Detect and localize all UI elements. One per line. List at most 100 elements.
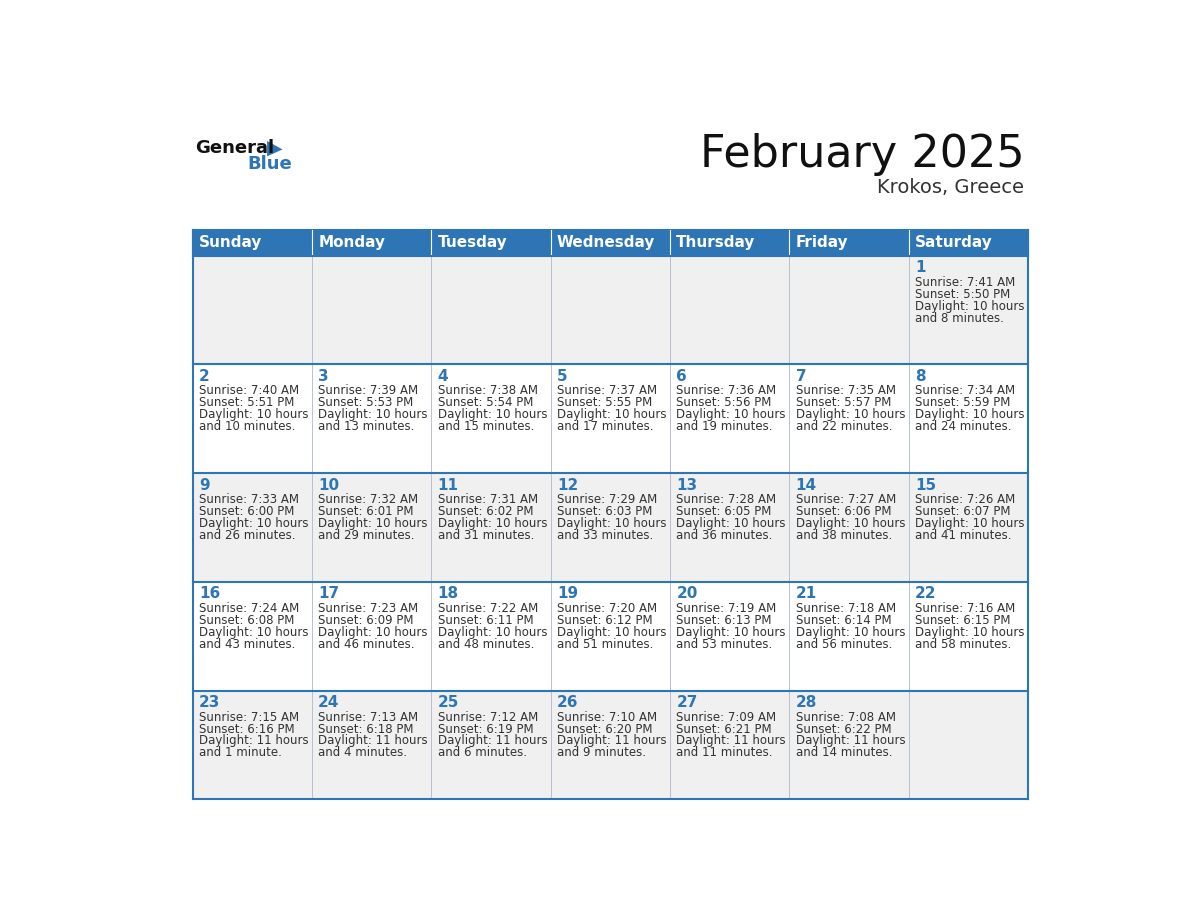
Text: and 11 minutes.: and 11 minutes. — [676, 746, 772, 759]
Text: Sunset: 6:11 PM: Sunset: 6:11 PM — [437, 614, 533, 627]
Text: Daylight: 10 hours: Daylight: 10 hours — [915, 409, 1024, 421]
Text: and 58 minutes.: and 58 minutes. — [915, 638, 1011, 651]
Text: 6: 6 — [676, 369, 687, 384]
Bar — [551, 230, 670, 256]
Text: Wednesday: Wednesday — [557, 235, 656, 250]
Text: Sunrise: 7:41 AM: Sunrise: 7:41 AM — [915, 275, 1016, 288]
Text: Sunset: 6:00 PM: Sunset: 6:00 PM — [198, 505, 295, 518]
Text: Sunrise: 7:24 AM: Sunrise: 7:24 AM — [198, 602, 299, 615]
Text: and 10 minutes.: and 10 minutes. — [198, 420, 296, 433]
Text: General: General — [195, 140, 274, 157]
Text: Sunset: 6:14 PM: Sunset: 6:14 PM — [796, 614, 891, 627]
Text: 7: 7 — [796, 369, 807, 384]
Text: 13: 13 — [676, 477, 697, 493]
Text: 26: 26 — [557, 695, 579, 711]
Text: Daylight: 11 hours: Daylight: 11 hours — [796, 734, 905, 747]
Text: Sunset: 5:55 PM: Sunset: 5:55 PM — [557, 397, 652, 409]
Bar — [909, 230, 1028, 256]
Text: Tuesday: Tuesday — [437, 235, 507, 250]
Text: Daylight: 10 hours: Daylight: 10 hours — [437, 626, 548, 639]
Text: and 4 minutes.: and 4 minutes. — [318, 746, 407, 759]
Text: Sunset: 6:09 PM: Sunset: 6:09 PM — [318, 614, 413, 627]
Text: Daylight: 10 hours: Daylight: 10 hours — [557, 409, 666, 421]
Text: Daylight: 11 hours: Daylight: 11 hours — [557, 734, 666, 747]
Text: Daylight: 10 hours: Daylight: 10 hours — [198, 409, 309, 421]
Text: Sunrise: 7:31 AM: Sunrise: 7:31 AM — [437, 493, 538, 506]
Text: Sunrise: 7:29 AM: Sunrise: 7:29 AM — [557, 493, 657, 506]
Text: Sunset: 6:20 PM: Sunset: 6:20 PM — [557, 722, 652, 735]
Text: 24: 24 — [318, 695, 340, 711]
Text: 4: 4 — [437, 369, 448, 384]
Text: Sunset: 6:12 PM: Sunset: 6:12 PM — [557, 614, 652, 627]
Text: Sunrise: 7:37 AM: Sunrise: 7:37 AM — [557, 385, 657, 397]
Text: Sunset: 6:01 PM: Sunset: 6:01 PM — [318, 505, 413, 518]
Text: Sunset: 6:03 PM: Sunset: 6:03 PM — [557, 505, 652, 518]
Text: 3: 3 — [318, 369, 329, 384]
Text: Daylight: 10 hours: Daylight: 10 hours — [318, 409, 428, 421]
Bar — [192, 582, 1028, 690]
Text: 28: 28 — [796, 695, 817, 711]
Text: Daylight: 10 hours: Daylight: 10 hours — [437, 517, 548, 530]
Text: Sunset: 6:06 PM: Sunset: 6:06 PM — [796, 505, 891, 518]
Text: Daylight: 10 hours: Daylight: 10 hours — [318, 626, 428, 639]
Bar — [192, 256, 1028, 364]
Text: Sunrise: 7:19 AM: Sunrise: 7:19 AM — [676, 602, 777, 615]
Text: Sunset: 6:08 PM: Sunset: 6:08 PM — [198, 614, 295, 627]
Text: and 8 minutes.: and 8 minutes. — [915, 311, 1004, 325]
Text: and 51 minutes.: and 51 minutes. — [557, 638, 653, 651]
Text: Sunday: Sunday — [198, 235, 263, 250]
Text: Sunrise: 7:16 AM: Sunrise: 7:16 AM — [915, 602, 1016, 615]
Text: Daylight: 10 hours: Daylight: 10 hours — [676, 517, 785, 530]
Text: 21: 21 — [796, 587, 817, 601]
Text: 11: 11 — [437, 477, 459, 493]
Text: 1: 1 — [915, 261, 925, 275]
Text: Sunrise: 7:32 AM: Sunrise: 7:32 AM — [318, 493, 418, 506]
Text: 23: 23 — [198, 695, 220, 711]
Text: Daylight: 10 hours: Daylight: 10 hours — [915, 517, 1024, 530]
Text: 9: 9 — [198, 477, 209, 493]
Text: Daylight: 10 hours: Daylight: 10 hours — [915, 626, 1024, 639]
Text: Sunset: 5:53 PM: Sunset: 5:53 PM — [318, 397, 413, 409]
Text: 20: 20 — [676, 587, 697, 601]
Text: Sunrise: 7:10 AM: Sunrise: 7:10 AM — [557, 711, 657, 723]
Text: Krokos, Greece: Krokos, Greece — [877, 178, 1024, 197]
Text: 2: 2 — [198, 369, 209, 384]
Text: Sunrise: 7:33 AM: Sunrise: 7:33 AM — [198, 493, 299, 506]
Text: Sunrise: 7:13 AM: Sunrise: 7:13 AM — [318, 711, 418, 723]
Bar — [192, 364, 1028, 473]
Polygon shape — [267, 141, 283, 156]
Text: Daylight: 10 hours: Daylight: 10 hours — [796, 409, 905, 421]
Text: Sunrise: 7:12 AM: Sunrise: 7:12 AM — [437, 711, 538, 723]
Text: 5: 5 — [557, 369, 568, 384]
Text: Sunrise: 7:18 AM: Sunrise: 7:18 AM — [796, 602, 896, 615]
Text: Sunset: 5:56 PM: Sunset: 5:56 PM — [676, 397, 772, 409]
Text: 17: 17 — [318, 587, 340, 601]
Text: Daylight: 10 hours: Daylight: 10 hours — [676, 409, 785, 421]
Text: 19: 19 — [557, 587, 579, 601]
Text: Thursday: Thursday — [676, 235, 756, 250]
Text: Sunrise: 7:40 AM: Sunrise: 7:40 AM — [198, 385, 299, 397]
Text: Daylight: 10 hours: Daylight: 10 hours — [796, 626, 905, 639]
Text: and 36 minutes.: and 36 minutes. — [676, 529, 772, 542]
Text: 12: 12 — [557, 477, 579, 493]
Text: Daylight: 10 hours: Daylight: 10 hours — [437, 409, 548, 421]
Text: Sunrise: 7:38 AM: Sunrise: 7:38 AM — [437, 385, 538, 397]
Text: Daylight: 11 hours: Daylight: 11 hours — [437, 734, 548, 747]
Text: and 19 minutes.: and 19 minutes. — [676, 420, 772, 433]
Text: Sunset: 6:02 PM: Sunset: 6:02 PM — [437, 505, 533, 518]
Text: 27: 27 — [676, 695, 697, 711]
Text: Sunset: 6:21 PM: Sunset: 6:21 PM — [676, 722, 772, 735]
Text: Friday: Friday — [796, 235, 848, 250]
Text: Sunset: 6:07 PM: Sunset: 6:07 PM — [915, 505, 1011, 518]
Text: and 13 minutes.: and 13 minutes. — [318, 420, 415, 433]
Bar — [192, 230, 312, 256]
Text: Sunrise: 7:26 AM: Sunrise: 7:26 AM — [915, 493, 1016, 506]
Text: and 29 minutes.: and 29 minutes. — [318, 529, 415, 542]
Text: Sunset: 5:54 PM: Sunset: 5:54 PM — [437, 397, 533, 409]
Text: Sunset: 6:18 PM: Sunset: 6:18 PM — [318, 722, 413, 735]
Text: and 1 minute.: and 1 minute. — [198, 746, 282, 759]
Text: Blue: Blue — [248, 155, 292, 173]
Text: Daylight: 10 hours: Daylight: 10 hours — [915, 299, 1024, 313]
Text: and 17 minutes.: and 17 minutes. — [557, 420, 653, 433]
Text: 18: 18 — [437, 587, 459, 601]
